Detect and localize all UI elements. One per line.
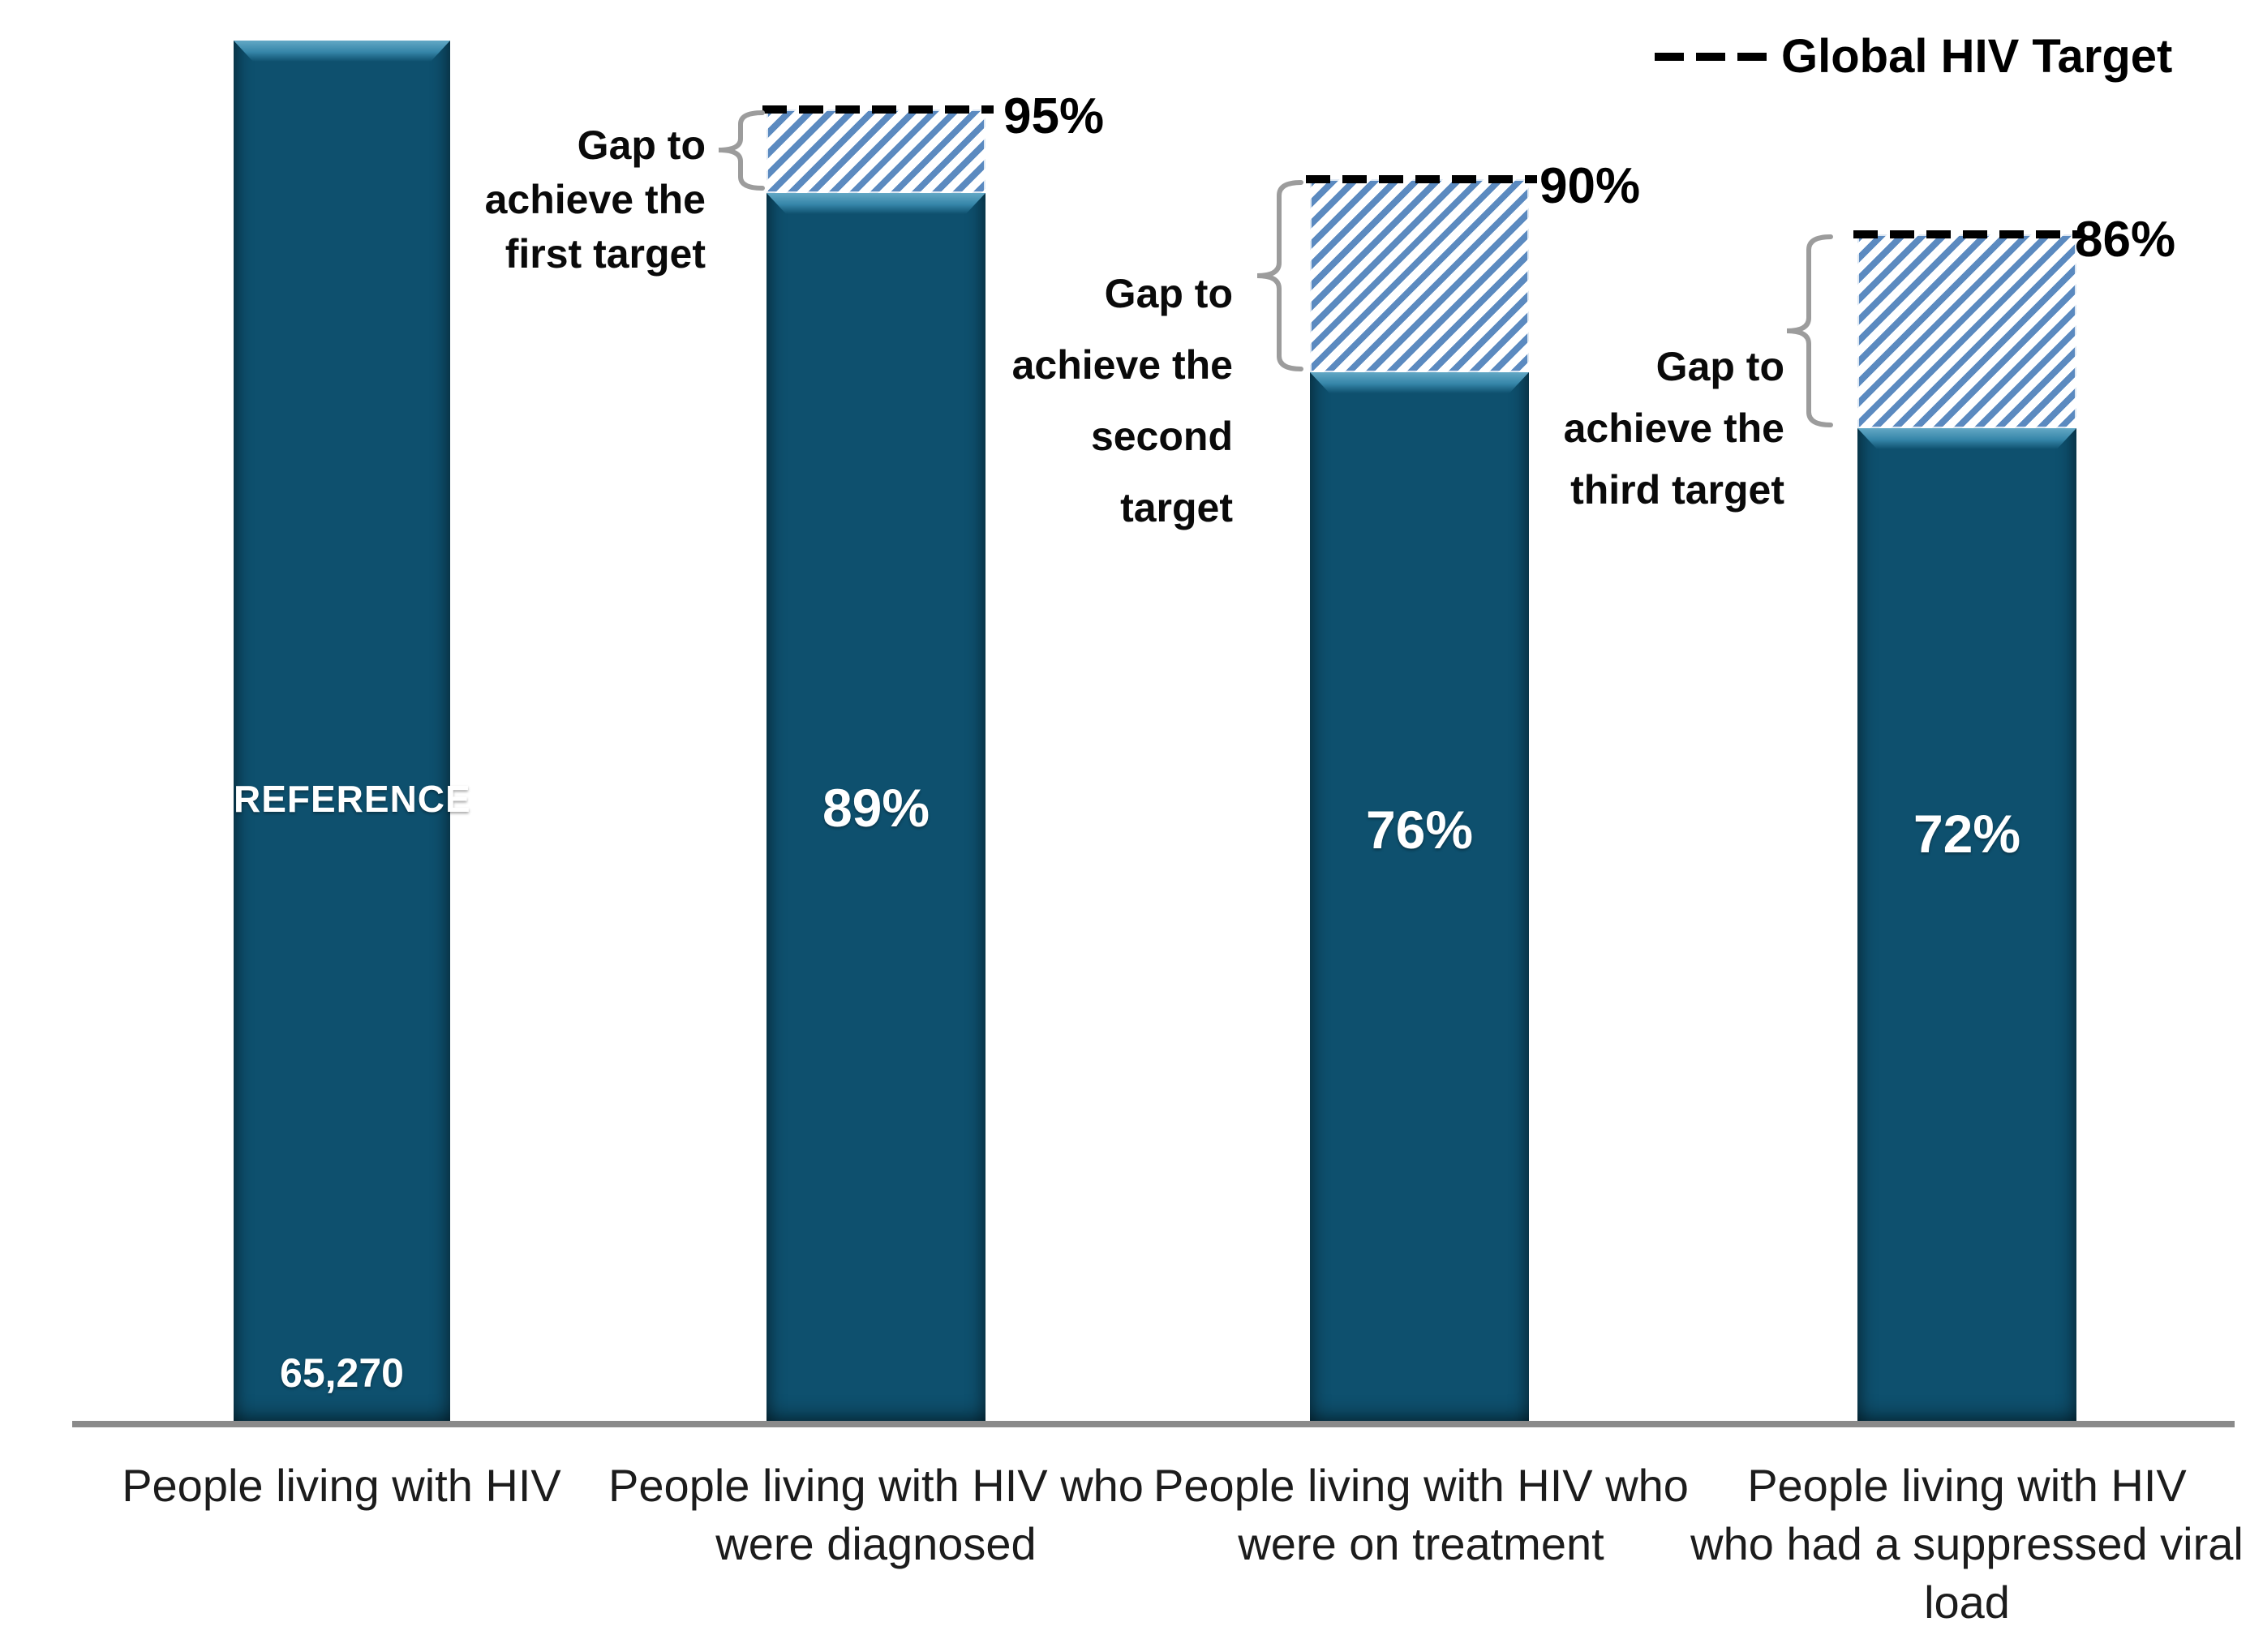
axis-label-line: People living with HIV xyxy=(1747,1460,2187,1511)
axis-label-line: who had a suppressed viral xyxy=(1690,1518,2244,1569)
gap-annotation-line: Gap to xyxy=(1104,271,1233,316)
axis-label-suppressed: People living with HIV who had a suppres… xyxy=(1634,1457,2263,1632)
brace-second-gap xyxy=(1256,180,1303,371)
bar-plhiv xyxy=(234,41,450,1421)
target-label-diagnosed: 95% xyxy=(1003,88,1105,144)
gap-hatch-on-treatment xyxy=(1310,179,1529,372)
bar-suppressed xyxy=(1857,428,2076,1421)
bar-diagnosed xyxy=(766,193,986,1421)
gap-annotation-line: achieve the xyxy=(1011,342,1233,388)
gap-annotation-line: third target xyxy=(1570,467,1784,513)
axis-label-line: People living with HIV xyxy=(122,1460,561,1511)
reference-count-label: 65,270 xyxy=(280,1350,404,1396)
axis-label-line: were diagnosed xyxy=(715,1518,1037,1569)
gap-annotation-line: second xyxy=(1090,414,1233,459)
bar-value-on-treatment: 76% xyxy=(1365,800,1474,860)
target-line-diagnosed xyxy=(762,105,994,114)
global-hiv-target-dash-icon xyxy=(1655,52,1767,61)
legend-label: Global HIV Target xyxy=(1781,30,2173,83)
gap-annotation-line: Gap to xyxy=(577,122,706,168)
axis-label-line: People living with HIV who xyxy=(608,1460,1144,1511)
target-line-suppressed xyxy=(1853,230,2085,238)
bar-on-treatment xyxy=(1310,372,1529,1421)
axis-label-plhiv: People living with HIV xyxy=(9,1457,674,1515)
gap-annotation-second: Gap to achieve the second target xyxy=(868,258,1233,543)
axis-label-diagnosed: People living with HIV who were diagnose… xyxy=(543,1457,1209,1573)
gap-annotation-line: Gap to xyxy=(1655,344,1784,389)
brace-third-gap xyxy=(1786,234,1833,427)
bar-value-suppressed: 72% xyxy=(1913,804,2021,864)
axis-label-line: were on treatment xyxy=(1238,1518,1604,1569)
x-axis-line xyxy=(72,1421,2235,1427)
gap-annotation-line: achieve the xyxy=(1563,405,1784,451)
gap-annotation-line: achieve the xyxy=(484,177,706,222)
gap-annotation-line: first target xyxy=(505,231,706,277)
reference-label: REFERENCE xyxy=(234,778,471,820)
axis-label-line: load xyxy=(1924,1577,2010,1628)
gap-annotation-third: Gap to achieve the third target xyxy=(1419,336,1784,521)
target-label-suppressed: 86% xyxy=(2075,212,2176,268)
gap-annotation-line: target xyxy=(1120,485,1233,530)
bar-value-diagnosed: 89% xyxy=(822,778,930,838)
gap-annotation-first: Gap to achieve the first target xyxy=(341,118,706,281)
target-line-on-treatment xyxy=(1306,175,1537,183)
axis-label-on-treatment: People living with HIV who were on treat… xyxy=(1089,1457,1754,1573)
legend: Global HIV Target xyxy=(1655,29,2172,84)
legend-dash-segment xyxy=(1737,52,1767,61)
legend-dash-segment xyxy=(1655,52,1684,61)
gap-hatch-diagnosed xyxy=(766,109,986,193)
target-label-on-treatment: 90% xyxy=(1539,158,1641,214)
brace-first-gap xyxy=(718,110,765,191)
axis-label-line: People living with HIV who xyxy=(1153,1460,1689,1511)
gap-hatch-suppressed xyxy=(1857,234,2076,428)
legend-dash-segment xyxy=(1696,52,1725,61)
